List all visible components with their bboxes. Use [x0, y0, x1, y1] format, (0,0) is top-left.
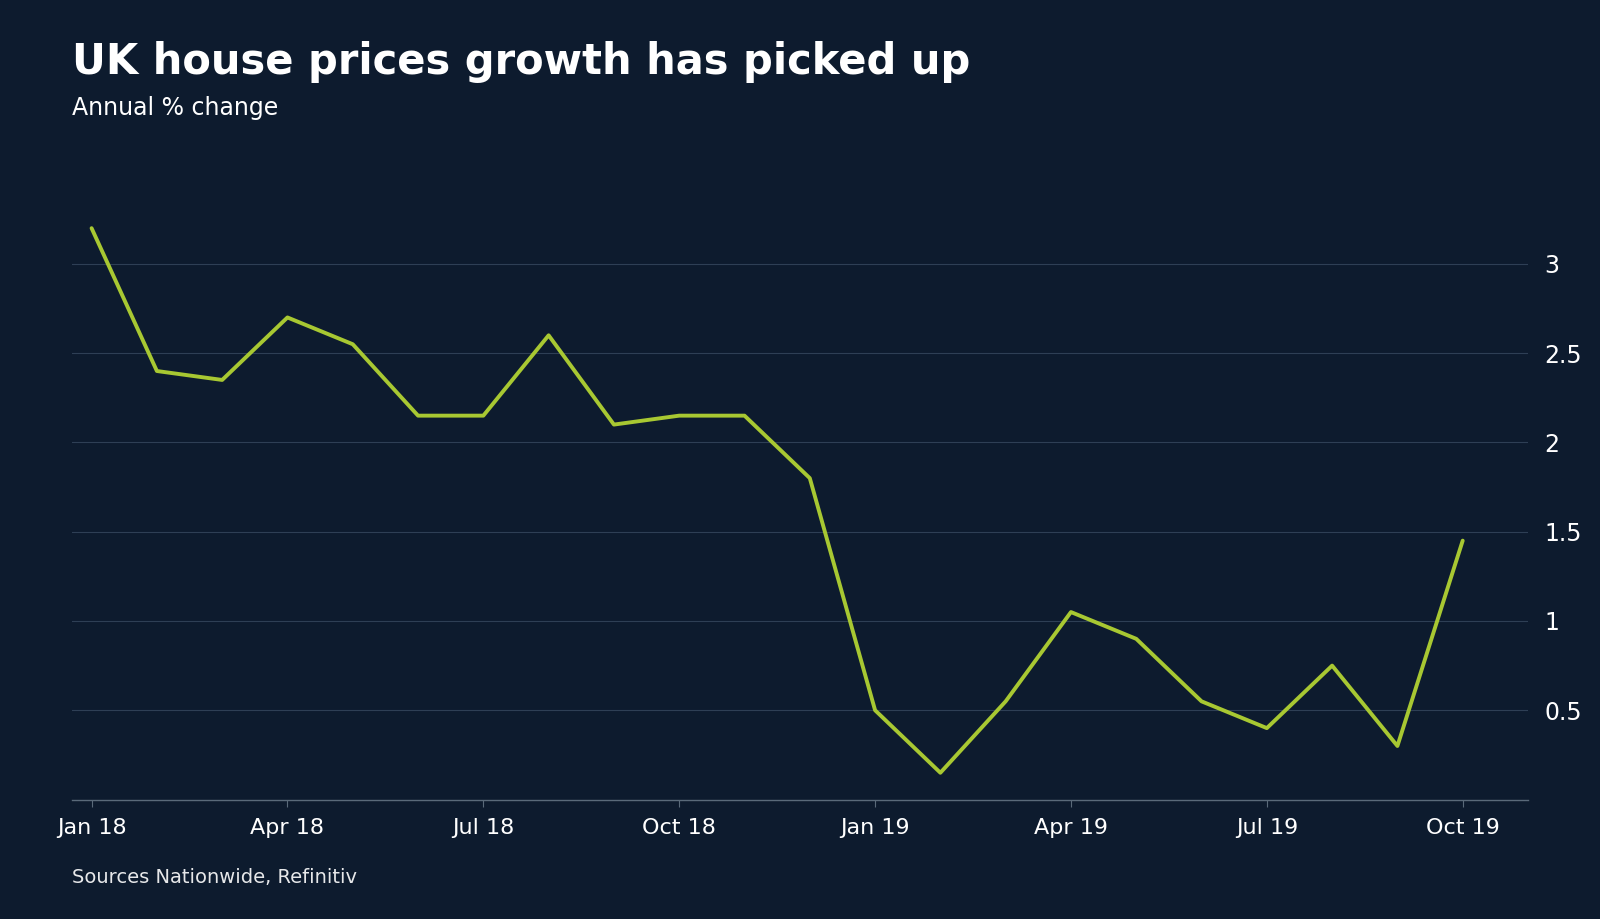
- Text: Sources Nationwide, Refinitiv: Sources Nationwide, Refinitiv: [72, 868, 357, 887]
- Text: UK house prices growth has picked up: UK house prices growth has picked up: [72, 41, 970, 84]
- Text: Annual % change: Annual % change: [72, 96, 278, 120]
